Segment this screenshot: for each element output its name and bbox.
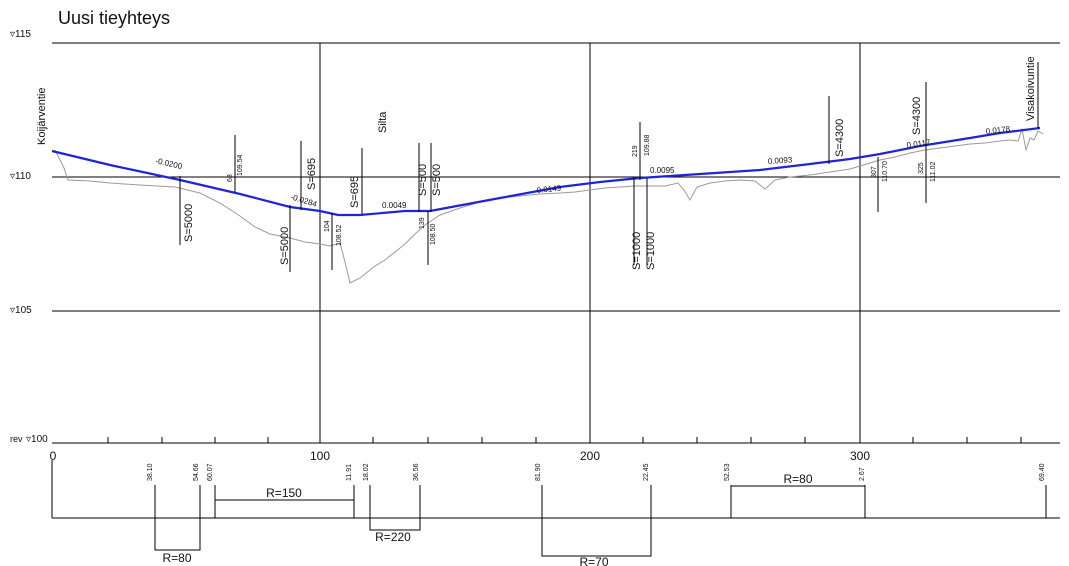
horizontal-curve-boxes <box>154 485 866 557</box>
elevation-corner-note: rev <box>10 434 23 444</box>
curve-box-r220 <box>369 518 421 531</box>
break-point-chain: 68 <box>227 174 234 182</box>
alignment-station-label: 38.10 <box>147 463 154 481</box>
station-label-0: 0 <box>50 449 57 463</box>
break-point-chain: 325 <box>918 162 925 174</box>
design-grade-line <box>51 126 1041 217</box>
curve-box-r80-b <box>730 485 866 518</box>
curve-box-r80-a <box>154 518 201 551</box>
alignment-station-label: 54.66 <box>193 463 200 481</box>
alignment-station-ticks <box>51 460 1047 518</box>
station-grid <box>319 43 861 443</box>
curve-box-r150 <box>214 499 355 518</box>
horizontal-curve-label: R=150 <box>266 486 302 500</box>
vertical-curve-label: S=695 <box>306 158 318 190</box>
grade-label: 0.0178 <box>985 124 1011 136</box>
place-label-koijarventie: Koijärventie <box>36 88 48 145</box>
grade-label: -0.0200 <box>155 156 184 171</box>
grade-label: 0.0095 <box>650 166 675 175</box>
grade-label: 0.0149 <box>536 183 562 195</box>
alignment-station-label: 60.07 <box>207 463 214 481</box>
alignment-station-label: 2.67 <box>859 467 866 481</box>
alignment-station-label: 22.45 <box>643 463 650 481</box>
vertical-curve-label: S=1000 <box>645 232 657 270</box>
elevation-label-110: ▿110 <box>10 171 31 182</box>
break-point-chain: 104 <box>324 220 331 232</box>
horizontal-curve-label: R=80 <box>783 472 812 486</box>
elevation-label-100: ▿100 <box>26 434 48 445</box>
grade-label: 0.0117 <box>906 138 931 150</box>
vertical-curve-label: S=500 <box>417 164 429 196</box>
break-point-elev: 109.54 <box>237 154 244 176</box>
curve-box-r70 <box>541 518 652 557</box>
break-point-markers <box>234 122 927 270</box>
vertical-curve-label: S=695 <box>349 176 361 208</box>
station-label-300: 300 <box>850 449 870 463</box>
station-label-100: 100 <box>310 449 330 463</box>
alignment-station-label: 52.53 <box>724 463 731 481</box>
break-point-elev: 109.88 <box>644 134 651 156</box>
break-point-chain: 139 <box>419 217 426 229</box>
place-label-visakoivuntie: Visakoivuntie <box>1025 56 1037 121</box>
station-ticks <box>107 437 1022 443</box>
vertical-curve-label: S=4300 <box>911 97 923 135</box>
drawing-title: Uusi tieyhteys <box>58 8 171 28</box>
grade-label: 0.0049 <box>382 201 407 210</box>
break-point-elev: 108.50 <box>430 223 437 245</box>
vertical-curve-label: S=5000 <box>183 204 195 242</box>
break-point-elev: 108.52 <box>336 224 343 246</box>
place-label-silta: Silta <box>377 111 389 133</box>
horizontal-curve-label: R=220 <box>375 530 411 544</box>
alignment-station-label: 36.56 <box>413 463 420 481</box>
break-point-elev: 110.70 <box>882 161 889 182</box>
horizontal-curve-label: R=80 <box>162 551 191 565</box>
alignment-station-label: 11.91 <box>346 464 353 481</box>
vertical-curve-markers <box>179 82 927 272</box>
elevation-grid <box>52 42 1060 444</box>
alignment-station-label: 81.90 <box>535 463 542 481</box>
elevation-label-115: ▿115 <box>10 29 31 40</box>
vertical-curve-label: S=500 <box>431 164 443 196</box>
vertical-curve-label: S=1000 <box>631 232 643 270</box>
vertical-curve-label: S=4300 <box>834 119 846 157</box>
horizontal-curve-label: R=70 <box>579 555 608 566</box>
elevation-label-105: ▿105 <box>10 305 32 316</box>
alignment-station-label: 18.02 <box>363 463 370 481</box>
break-point-chain: 307 <box>871 166 878 178</box>
vertical-curve-label: S=5000 <box>279 227 291 265</box>
break-point-chain: 219 <box>632 145 639 157</box>
station-label-200: 200 <box>580 449 600 463</box>
alignment-station-label: 69.40 <box>1039 463 1046 481</box>
break-point-elev: 111.02 <box>930 162 937 182</box>
grade-label: 0.0093 <box>768 155 794 166</box>
